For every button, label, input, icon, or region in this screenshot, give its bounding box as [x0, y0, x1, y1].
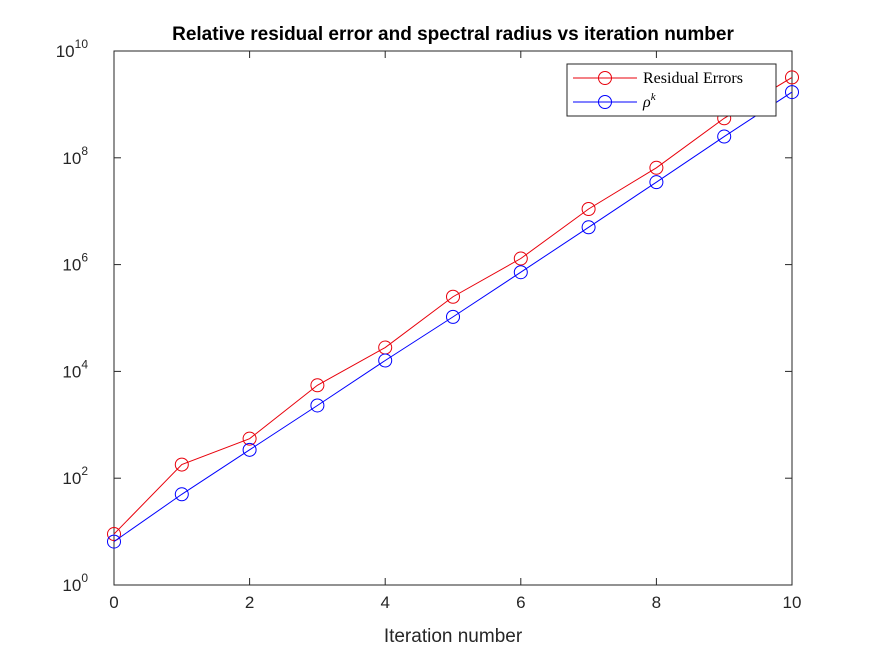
y-axis: 100 102 104 106 108 1010	[56, 37, 792, 595]
y-tick-label: 108	[62, 144, 88, 168]
legend-entry-rho-k: ρk	[573, 91, 657, 111]
legend-entry-residual-errors: Residual Errors	[573, 70, 743, 87]
chart-title: Relative residual error and spectral rad…	[172, 24, 734, 45]
data-point-series-1	[242, 442, 257, 457]
y-tick-label: 106	[62, 251, 88, 275]
x-tick-label: 10	[783, 593, 802, 612]
legend-marker-residual-errors	[598, 71, 612, 85]
series-line-1	[113, 91, 793, 543]
data-point-series-0	[242, 431, 257, 446]
y-tick-label: 104	[62, 357, 88, 381]
data-point-series-1	[446, 309, 460, 324]
data-point-series-1	[717, 129, 732, 144]
y-tick-label: 102	[62, 464, 88, 488]
x-axis-label: Iteration number	[384, 626, 523, 647]
legend: Residual Errors ρk	[566, 63, 777, 117]
data-point-series-1	[174, 487, 189, 502]
x-tick-label: 4	[380, 593, 389, 612]
data-point-series-0	[649, 160, 664, 175]
data-point-series-1	[513, 265, 528, 280]
data-point-series-0	[513, 251, 528, 266]
x-tick-label: 6	[516, 593, 525, 612]
series-layer	[107, 70, 799, 549]
x-axis: 0 2 4 6 8 10	[109, 51, 801, 612]
data-point-series-1	[378, 353, 393, 368]
series-line-0	[113, 76, 793, 535]
y-tick-label: 1010	[56, 37, 89, 61]
data-point-series-1	[785, 85, 799, 100]
legend-marker-rho-k	[598, 95, 612, 109]
data-point-series-1	[581, 220, 596, 235]
legend-label-rho-k: ρk	[642, 91, 657, 111]
x-tick-label: 2	[245, 593, 254, 612]
data-point-series-1	[310, 398, 325, 413]
data-point-series-1	[107, 534, 121, 549]
plot-area	[113, 50, 793, 586]
data-point-series-0	[310, 378, 325, 393]
data-point-series-0	[107, 527, 121, 542]
data-point-series-0	[581, 201, 596, 216]
data-point-series-1	[649, 175, 664, 190]
x-tick-label: 0	[109, 593, 118, 612]
data-point-series-0	[785, 70, 799, 85]
data-point-series-0	[174, 457, 189, 472]
data-point-series-0	[446, 289, 460, 304]
legend-label-residual-errors: Residual Errors	[643, 70, 743, 87]
x-tick-label: 8	[652, 593, 661, 612]
y-tick-label: 100	[62, 571, 88, 595]
